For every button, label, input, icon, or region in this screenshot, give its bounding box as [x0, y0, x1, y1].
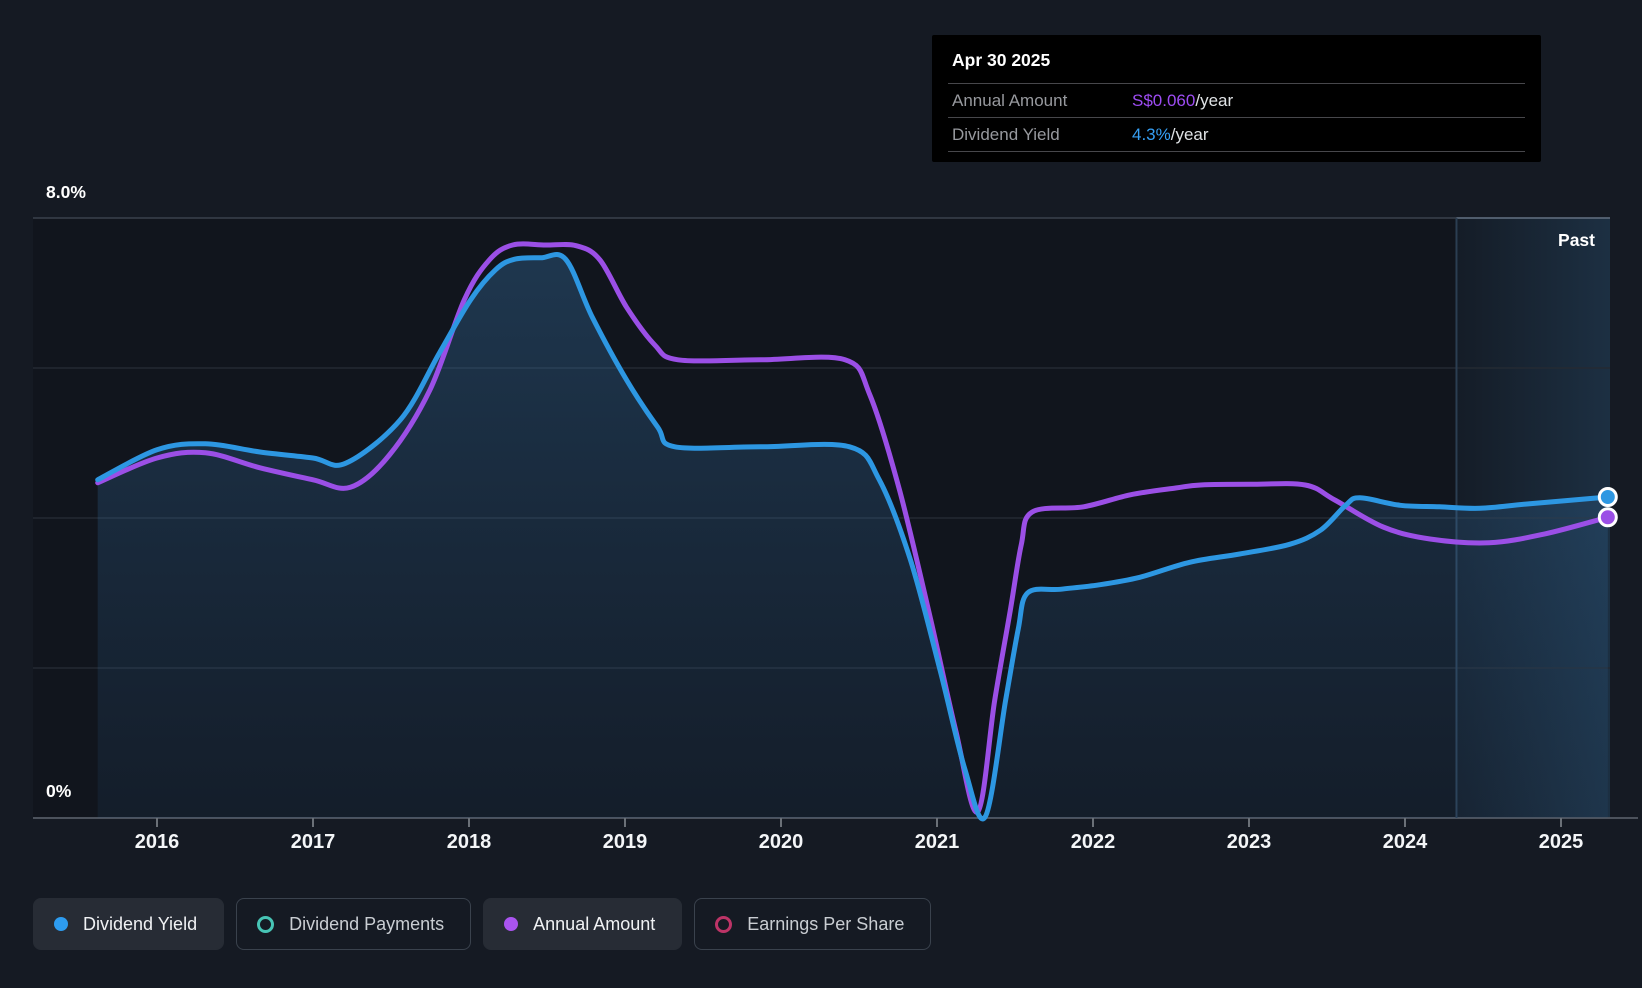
tooltip-suffix: /year: [1195, 90, 1234, 110]
legend-item-dividend-yield[interactable]: Dividend Yield: [33, 898, 225, 950]
x-axis-label: 2023: [1226, 831, 1272, 853]
x-axis-label: 2017: [290, 831, 336, 853]
tooltip-label: Annual Amount: [952, 90, 1068, 110]
x-axis-label: 2019: [602, 831, 648, 853]
y-axis-label-bottom: 0%: [46, 781, 72, 801]
tooltip-value: 4.3%: [1132, 124, 1171, 144]
legend-item-dividend-payments[interactable]: Dividend Payments: [236, 898, 472, 950]
x-axis-label: 2022: [1070, 831, 1116, 853]
x-axis-label: 2024: [1382, 831, 1428, 853]
tooltip-suffix: /year: [1170, 124, 1209, 144]
tooltip-date: Apr 30 2025: [952, 50, 1051, 70]
dividend-yield-dot-icon: [54, 917, 68, 931]
y-axis-label-top: 8.0%: [46, 182, 86, 202]
annual-amount-dot-icon: [504, 917, 519, 931]
tooltip-row-dividend-yield: Dividend Yield 4.3% /year: [948, 117, 1525, 152]
x-axis-label: 2020: [758, 831, 804, 853]
x-axis-label: 2018: [446, 831, 492, 853]
past-label: Past: [1558, 230, 1595, 250]
dividend-yield-fill: [97, 254, 1608, 819]
tooltip-label: Dividend Yield: [952, 124, 1060, 144]
earnings-per-share-ring-icon: [715, 915, 733, 933]
legend-item-label: Earnings Per Share: [747, 913, 905, 934]
x-axis-label: 2025: [1538, 831, 1584, 853]
dividend-payments-ring-icon: [257, 915, 275, 933]
annual-amount-line: [95, 241, 1611, 815]
tooltip-value: S$0.060: [1132, 90, 1196, 110]
annual-amount-end-marker: [1597, 507, 1618, 528]
legend-item-label: Annual Amount: [533, 913, 656, 934]
legend: Dividend Yield Dividend Payments Annual …: [33, 898, 932, 950]
legend-item-earnings-per-share[interactable]: Earnings Per Share: [694, 898, 932, 950]
legend-item-label: Dividend Yield: [83, 913, 198, 934]
dividend-yield-end-marker: [1597, 487, 1618, 507]
tooltip-row-annual-amount: Annual Amount S$0.060 /year: [948, 83, 1525, 117]
x-axis-label: 2021: [914, 831, 960, 853]
chart-tooltip: Apr 30 2025 Annual Amount S$0.060 /year …: [932, 35, 1541, 162]
dividend-yield-line: [95, 251, 1611, 822]
legend-item-label: Dividend Payments: [289, 913, 445, 934]
x-axis-label: 2016: [134, 831, 180, 853]
legend-item-annual-amount[interactable]: Annual Amount: [483, 898, 683, 950]
